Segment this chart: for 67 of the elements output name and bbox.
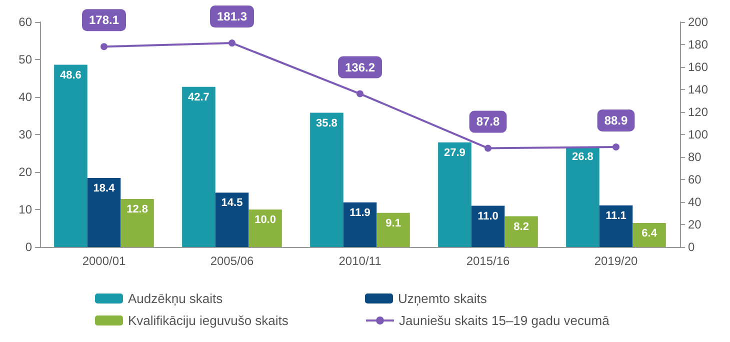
point xyxy=(612,143,620,150)
point xyxy=(484,144,492,152)
y2-tick-label: 100 xyxy=(688,128,708,142)
bar xyxy=(566,146,600,247)
bar xyxy=(438,142,472,247)
bar xyxy=(376,212,410,247)
y2-tick-label: 140 xyxy=(688,82,708,96)
data-label: 27.9 xyxy=(444,146,466,159)
data-label: 11.1 xyxy=(606,210,626,222)
legend-label: Uzņemto skaits xyxy=(398,291,488,306)
data-label: 9.1 xyxy=(386,217,401,230)
x-tick-label: 2010/11 xyxy=(338,254,382,268)
bar xyxy=(87,178,121,247)
bar xyxy=(599,205,633,247)
x-tick-label: 2005/06 xyxy=(210,254,254,268)
y2-tick-label: 200 xyxy=(688,15,708,29)
y2-tick-label: 120 xyxy=(688,105,708,119)
point xyxy=(228,40,236,47)
y2-tick-label: 160 xyxy=(688,60,708,74)
y-tick-label: 0 xyxy=(25,240,32,254)
y-tick-label: 40 xyxy=(18,90,32,104)
data-label: 48.6 xyxy=(60,69,82,82)
data-label: 14.5 xyxy=(221,197,243,210)
y-tick-label: 20 xyxy=(18,165,32,179)
y2-tick-label: 80 xyxy=(688,150,702,164)
bar xyxy=(343,202,377,247)
y2-tick-label: 40 xyxy=(688,195,702,209)
data-label: 11.9 xyxy=(350,206,370,219)
data-label: 88.9 xyxy=(604,113,628,128)
bar xyxy=(504,216,538,247)
data-label: 11.0 xyxy=(478,210,498,222)
y2-tick-label: 0 xyxy=(688,240,695,254)
y-tick-label: 10 xyxy=(18,202,32,216)
data-label: 18.4 xyxy=(93,182,116,194)
bar xyxy=(54,64,88,247)
legend-label: Audzēkņu skaits xyxy=(128,291,224,306)
y2-tick-label: 20 xyxy=(688,218,702,232)
bar xyxy=(215,192,249,247)
bar xyxy=(471,206,505,247)
point xyxy=(356,90,364,98)
legend-label: Kvalifikāciju ieguvušo skaits xyxy=(128,313,289,328)
x-tick-label: 2000/01 xyxy=(82,254,126,268)
y-tick-label: 50 xyxy=(18,52,32,66)
y-tick-label: 30 xyxy=(18,128,32,142)
bar xyxy=(310,112,344,247)
bar xyxy=(182,86,216,247)
bar xyxy=(120,199,154,247)
point xyxy=(100,43,108,50)
x-tick-label: 2019/20 xyxy=(594,254,638,268)
data-label: 87.8 xyxy=(476,114,500,129)
x-tick-label: 2015/16 xyxy=(466,254,510,268)
data-label: 12.8 xyxy=(126,204,148,216)
data-label: 136.2 xyxy=(344,60,376,74)
data-label: 178.1 xyxy=(88,13,120,28)
legend-label: Jauniešu skaits 15–19 gadu vecumā xyxy=(399,313,610,328)
data-label: 10.0 xyxy=(254,214,276,226)
data-label: 26.8 xyxy=(572,151,594,163)
data-label: 35.8 xyxy=(316,117,338,130)
bar xyxy=(632,223,666,247)
data-label: 8.2 xyxy=(514,220,529,233)
data-label: 6.4 xyxy=(642,228,658,240)
data-label: 42.7 xyxy=(188,91,210,104)
y2-tick-label: 60 xyxy=(688,172,702,186)
bar xyxy=(248,210,282,247)
y2-tick-label: 180 xyxy=(688,38,708,52)
data-label: 181.3 xyxy=(216,10,248,24)
y-tick-label: 60 xyxy=(18,15,32,29)
